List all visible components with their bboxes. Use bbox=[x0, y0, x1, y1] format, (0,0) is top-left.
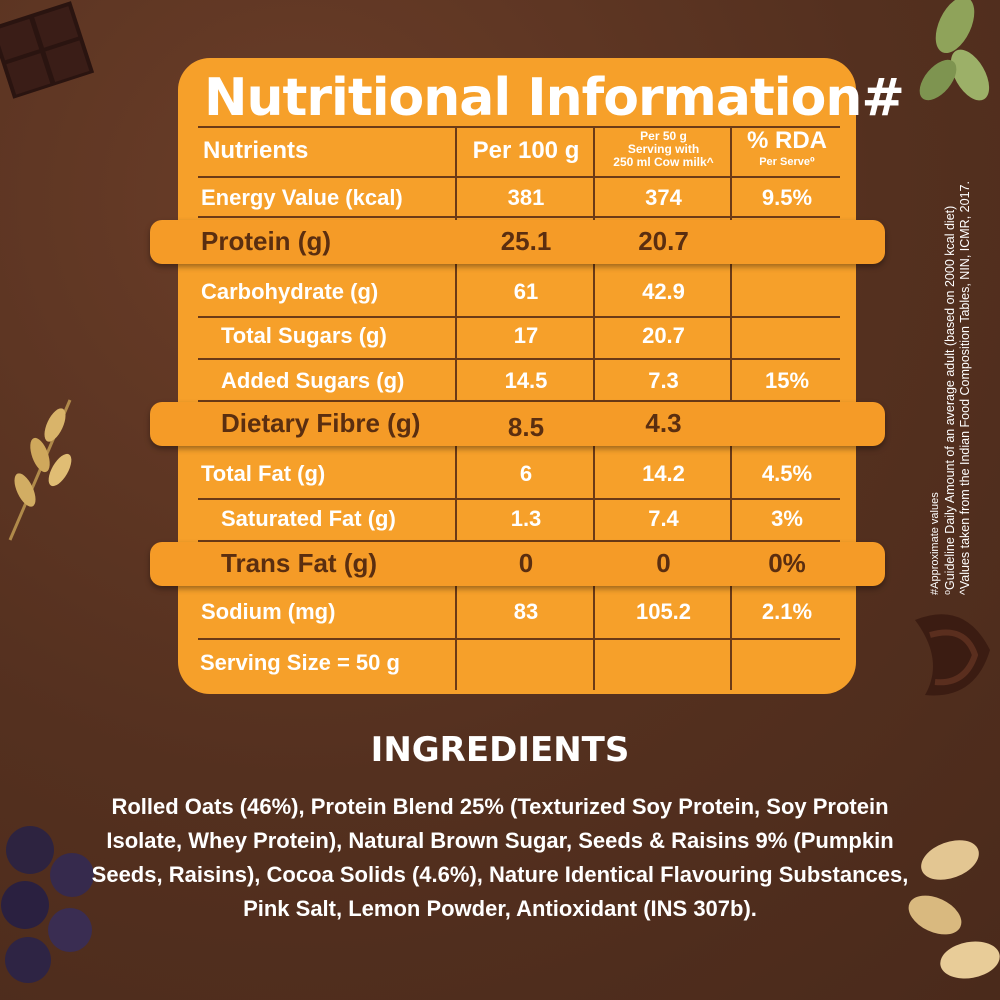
header-per-50g: Per 50 g Serving with 250 ml Cow milk^ bbox=[613, 129, 714, 169]
row-divider bbox=[198, 540, 840, 542]
protein-highlight-band bbox=[150, 220, 885, 264]
chocolate-curl-image bbox=[915, 614, 990, 696]
row-divider bbox=[198, 126, 840, 128]
ingredients-text: Rolled Oats (46%), Protein Blend 25% (Te… bbox=[91, 794, 909, 921]
row-divider bbox=[198, 176, 840, 178]
row-divider bbox=[198, 216, 840, 218]
card-title: Nutritional Information# bbox=[204, 68, 905, 128]
fibre-highlight-band bbox=[150, 402, 885, 446]
row-divider bbox=[198, 498, 840, 500]
oat-flakes-image bbox=[908, 840, 1000, 979]
row-divider bbox=[198, 316, 840, 318]
header-rda-sub: Per Serve⁰ bbox=[759, 156, 815, 168]
pumpkin-seeds-image bbox=[919, 0, 990, 101]
ingredients-title: INGREDIENTS bbox=[370, 730, 630, 770]
row-divider bbox=[198, 638, 840, 640]
header-per-100g: Per 100 g bbox=[472, 137, 580, 164]
trans-fat-highlight-band bbox=[150, 542, 885, 586]
row-divider bbox=[198, 358, 840, 360]
header-nutrients: Nutrients bbox=[203, 137, 309, 164]
footnote-approx: #Approximate values bbox=[929, 492, 941, 595]
footnote-gda: ⁰Guideline Daily Amount of an average ad… bbox=[943, 205, 957, 595]
row-divider bbox=[198, 400, 840, 402]
oat-stalk-image bbox=[8, 399, 72, 541]
footnote-source: ^Values taken from the Indian Food Compo… bbox=[958, 181, 972, 595]
serving-size: Serving Size = 50 g bbox=[200, 650, 400, 675]
raisins-image bbox=[1, 826, 94, 983]
chocolate-pieces-image bbox=[0, 1, 95, 99]
header-rda: % RDA bbox=[746, 127, 827, 154]
nutrition-table-card: Nutritional Information# bbox=[178, 58, 905, 694]
footnotes: #Approximate values ⁰Guideline Daily Amo… bbox=[928, 35, 973, 595]
